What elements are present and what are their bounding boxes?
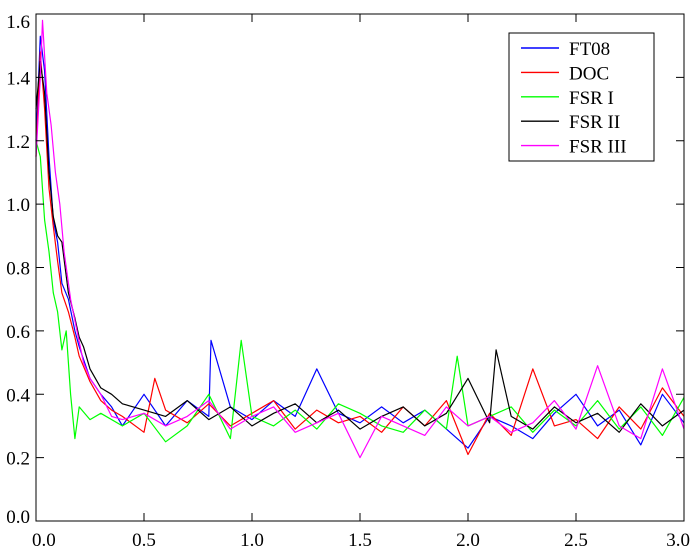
x-tick-label: 2.5 xyxy=(564,530,588,551)
legend: FT08 DOC FSR I FSR II FSR III xyxy=(508,32,655,162)
axis-ticks: 0.0 0.5 1.0 1.5 2.0 2.5 3.0 0.0 0.2 0.4 0.6 0.8 1.0 1… xyxy=(6,12,690,551)
legend-label-1: DOC xyxy=(569,63,609,84)
y-tick-label: 1.6 xyxy=(6,12,30,33)
x-tick-label: 0.5 xyxy=(132,530,156,551)
x-tick-label: 2.0 xyxy=(456,530,480,551)
legend-label-2: FSR I xyxy=(569,88,614,109)
y-tick-label: 1.4 xyxy=(6,68,30,89)
y-tick-label: 0.2 xyxy=(6,449,30,470)
series-line-4 xyxy=(35,19,685,459)
y-tick-label: 0.8 xyxy=(6,259,30,280)
series-line-2 xyxy=(35,140,685,443)
series-layer xyxy=(35,19,685,459)
y-tick-label: 1.0 xyxy=(6,195,30,216)
legend-label-4: FSR III xyxy=(569,137,627,158)
y-tick-label: 0.4 xyxy=(6,385,30,406)
y-tick-label: 0.6 xyxy=(6,322,30,343)
y-tick-label: 0.0 xyxy=(6,507,30,528)
x-tick-label: 1.5 xyxy=(348,530,372,551)
series-line-3 xyxy=(35,60,685,433)
y-tick-label: 1.2 xyxy=(6,132,30,153)
x-tick-label: 0.0 xyxy=(32,530,56,551)
x-tick-label: 1.0 xyxy=(240,530,264,551)
legend-label-3: FSR II xyxy=(569,112,620,133)
legend-label-0: FT08 xyxy=(569,39,610,60)
series-line-0 xyxy=(35,35,685,449)
x-tick-label: 3.0 xyxy=(666,530,690,551)
